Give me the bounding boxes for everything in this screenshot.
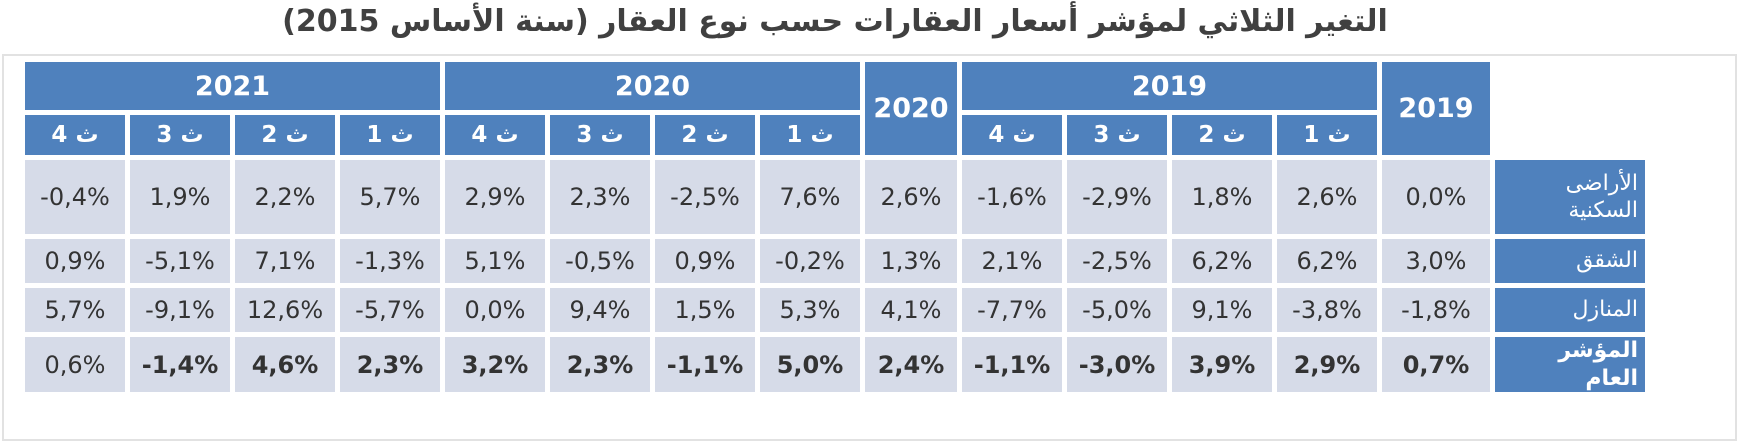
- value-cell: 0,0%: [445, 288, 545, 332]
- row-label: الشقق: [1495, 239, 1645, 283]
- col-2019-annual-header: 2019: [1382, 62, 1490, 155]
- value-cell: 1,5%: [655, 288, 755, 332]
- value-cell: -2,5%: [1067, 239, 1167, 283]
- col-2021-q4-header: ث 4: [25, 115, 125, 155]
- value-cell: -7,7%: [962, 288, 1062, 332]
- value-cell: -2,5%: [655, 160, 755, 234]
- value-cell: 0,9%: [655, 239, 755, 283]
- quarter-header-row: ث 1 ث 2 ث 3 ث 4 ث 1 ث 2 ث 3 ث 4 ث 1 ث 2 …: [25, 115, 1645, 155]
- value-cell: 0,6%: [25, 337, 125, 392]
- col-2021-q1-header: ث 1: [340, 115, 440, 155]
- value-cell: 2,3%: [550, 337, 650, 392]
- value-cell: 7,1%: [235, 239, 335, 283]
- value-cell: 2,1%: [962, 239, 1062, 283]
- value-cell: 6,2%: [1277, 239, 1377, 283]
- value-cell: 5,0%: [760, 337, 860, 392]
- col-2021-q2-header: ث 2: [235, 115, 335, 155]
- value-cell: -9,1%: [130, 288, 230, 332]
- value-cell: 1,9%: [130, 160, 230, 234]
- col-2019-q1-header: ث 1: [1277, 115, 1377, 155]
- table-row: الأراضى السكنية 0,0% 2,6% 1,8% -2,9% -1,6% 2,6…: [25, 160, 1645, 234]
- col-2020-q3-header: ث 3: [550, 115, 650, 155]
- value-cell: 1,3%: [865, 239, 957, 283]
- value-cell: 2,3%: [340, 337, 440, 392]
- value-cell: 2,6%: [1277, 160, 1377, 234]
- table-row: الشقق 3,0% 6,2% 6,2% -2,5% 2,1% 1,3% -0,2% 0,9% -…: [25, 239, 1645, 283]
- value-cell: 5,1%: [445, 239, 545, 283]
- value-cell: -0,2%: [760, 239, 860, 283]
- col-2020-q4-header: ث 4: [445, 115, 545, 155]
- table-row: المنازل -1,8% -3,8% 9,1% -5,0% -7,7% 4,1% 5,3% 1…: [25, 288, 1645, 332]
- col-2019-q3-header: ث 3: [1067, 115, 1167, 155]
- value-cell: 4,6%: [235, 337, 335, 392]
- value-cell: -3,8%: [1277, 288, 1377, 332]
- value-cell: 2,9%: [445, 160, 545, 234]
- year-header-row: 2019 2019 2020 2020 2021: [25, 62, 1645, 155]
- value-cell: -5,0%: [1067, 288, 1167, 332]
- col-2020-q1-header: ث 1: [760, 115, 860, 155]
- value-cell: 6,2%: [1172, 239, 1272, 283]
- value-cell: -1,3%: [340, 239, 440, 283]
- value-cell: -1,8%: [1382, 288, 1490, 332]
- value-cell: 2,9%: [1277, 337, 1377, 392]
- value-cell: 2,6%: [865, 160, 957, 234]
- value-cell: -2,9%: [1067, 160, 1167, 234]
- value-cell: 3,0%: [1382, 239, 1490, 283]
- colgroup-2019-header: 2019: [962, 62, 1377, 110]
- row-label: الأراضى السكنية: [1495, 160, 1645, 234]
- row-label: المؤشر العام: [1495, 337, 1645, 392]
- col-2021-q3-header: ث 3: [130, 115, 230, 155]
- row-label: المنازل: [1495, 288, 1645, 332]
- colgroup-2020-header: 2020: [445, 62, 860, 110]
- value-cell: 7,6%: [760, 160, 860, 234]
- col-2020-q2-header: ث 2: [655, 115, 755, 155]
- price-index-table: 2019 2019 2020 2020 2021 ث 1 ث 2 ث 3 ث 4…: [20, 57, 1650, 397]
- value-cell: 5,7%: [25, 288, 125, 332]
- value-cell: -5,1%: [130, 239, 230, 283]
- col-2019-q4-header: ث 4: [962, 115, 1062, 155]
- value-cell: -0,4%: [25, 160, 125, 234]
- value-cell: -1,6%: [962, 160, 1062, 234]
- table-title: التغير الثلاثي لمؤشر أسعار العقارات حسب …: [282, 4, 1388, 39]
- value-cell: 5,3%: [760, 288, 860, 332]
- value-cell: -1,1%: [962, 337, 1062, 392]
- value-cell: 4,1%: [865, 288, 957, 332]
- col-2020-annual-header: 2020: [865, 62, 957, 155]
- value-cell: 9,1%: [1172, 288, 1272, 332]
- value-cell: -0,5%: [550, 239, 650, 283]
- col-2019-q2-header: ث 2: [1172, 115, 1272, 155]
- value-cell: -3,0%: [1067, 337, 1167, 392]
- value-cell: -1,4%: [130, 337, 230, 392]
- value-cell: 9,4%: [550, 288, 650, 332]
- value-cell: -1,1%: [655, 337, 755, 392]
- value-cell: 3,9%: [1172, 337, 1272, 392]
- colgroup-2021-header: 2021: [25, 62, 440, 110]
- table-row: المؤشر العام 0,7% 2,9% 3,9% -3,0% -1,1% 2,4% 5,…: [25, 337, 1645, 392]
- value-cell: 5,7%: [340, 160, 440, 234]
- value-cell: 3,2%: [445, 337, 545, 392]
- row-label-header-blank: [1495, 62, 1645, 155]
- value-cell: 2,4%: [865, 337, 957, 392]
- value-cell: 1,8%: [1172, 160, 1272, 234]
- value-cell: 12,6%: [235, 288, 335, 332]
- value-cell: 2,2%: [235, 160, 335, 234]
- value-cell: 0,0%: [1382, 160, 1490, 234]
- value-cell: 0,7%: [1382, 337, 1490, 392]
- value-cell: 0,9%: [25, 239, 125, 283]
- value-cell: 2,3%: [550, 160, 650, 234]
- table-frame: [2, 54, 1737, 441]
- value-cell: -5,7%: [340, 288, 440, 332]
